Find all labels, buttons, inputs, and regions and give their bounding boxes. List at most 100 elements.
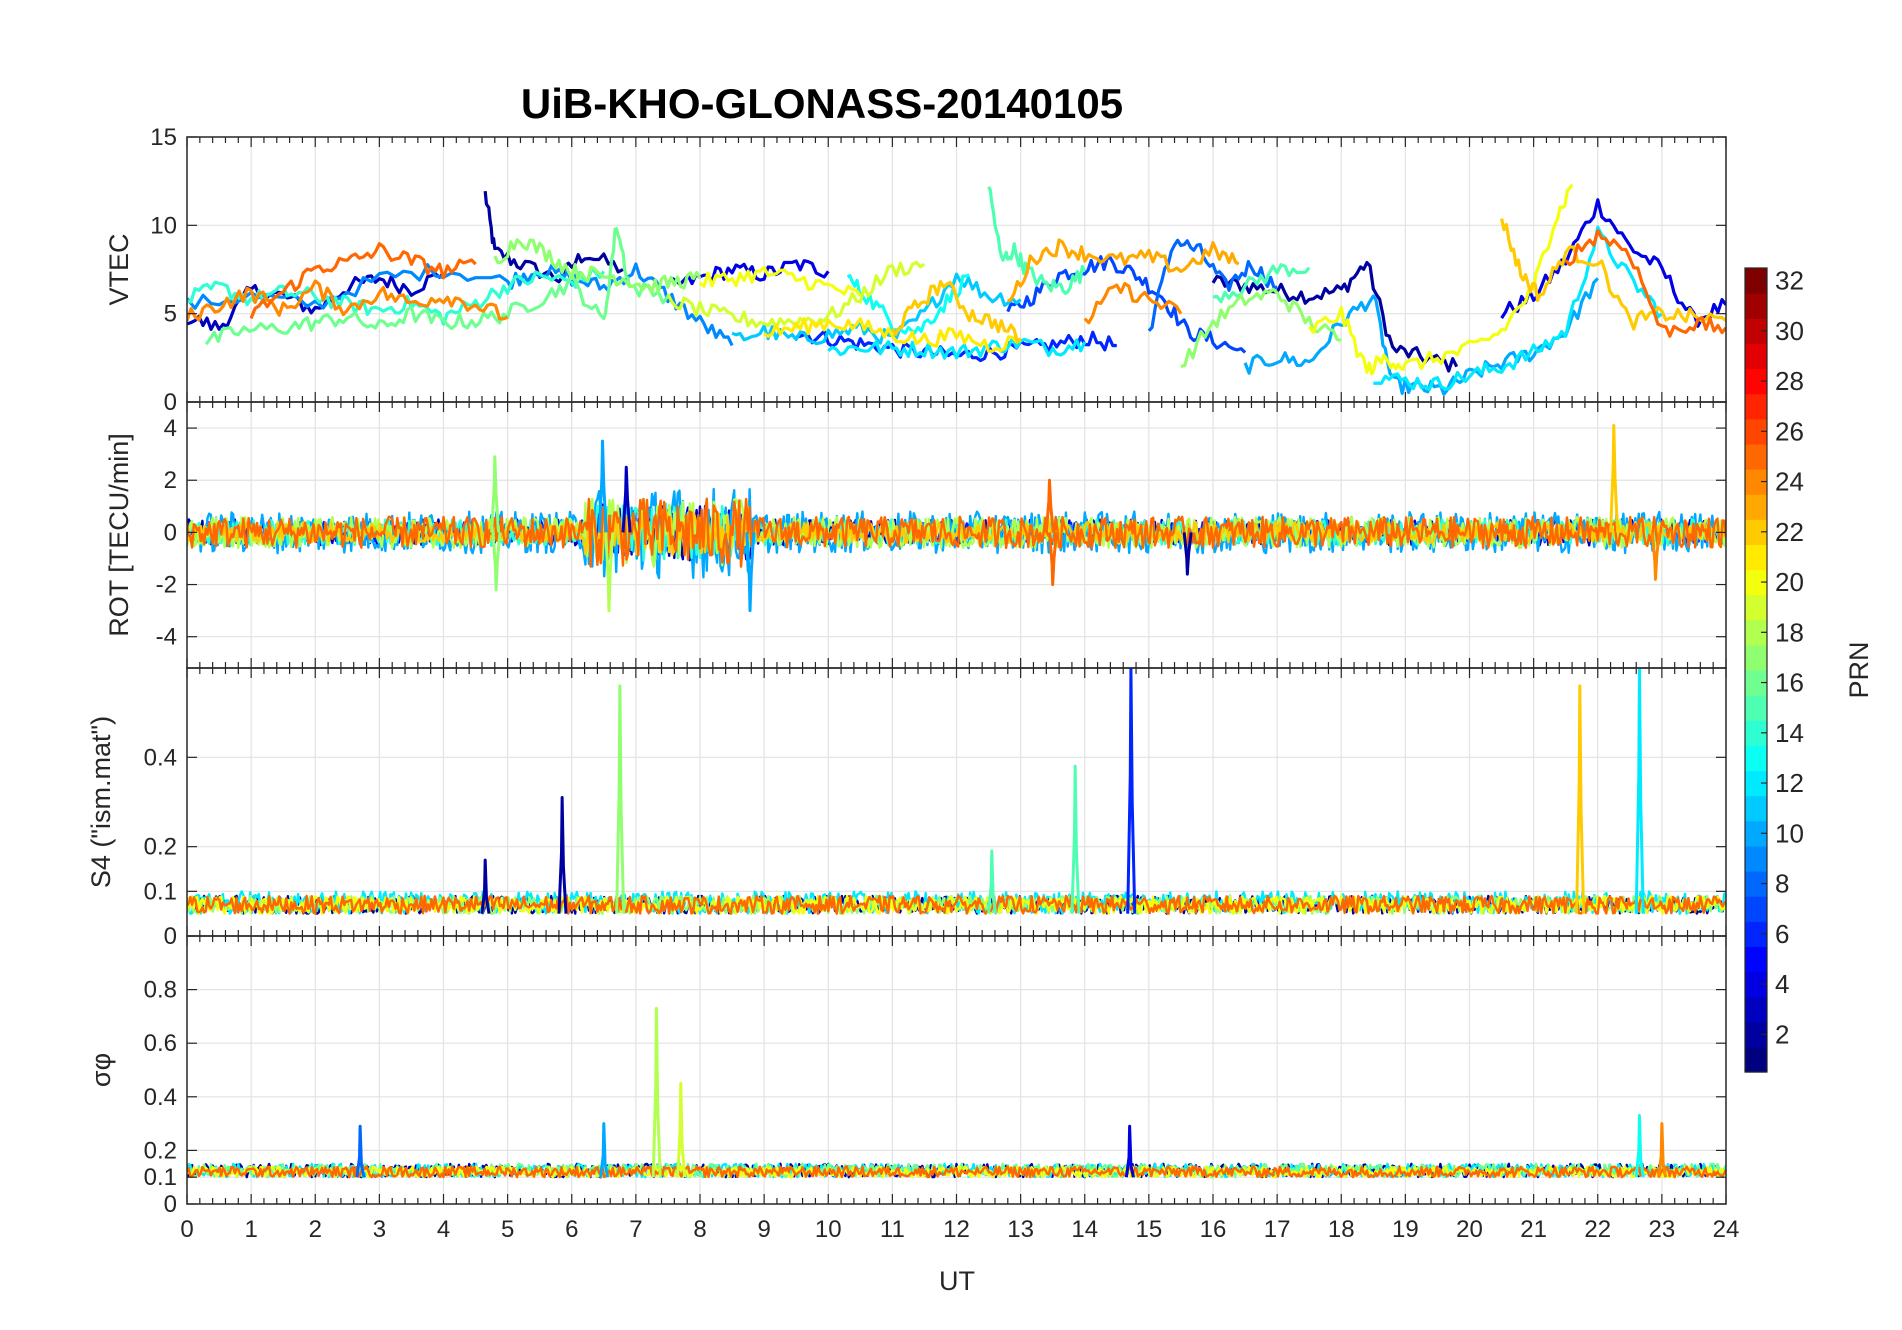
y-tick-label: 0.8 <box>144 977 177 1004</box>
x-tick-label: 5 <box>501 1216 514 1243</box>
panel-rot: -4 -2 0 2 4 ROT [TECU/min] <box>104 401 1727 669</box>
sigma-phi-spike-prn-10 <box>599 1122 610 1178</box>
y-tick-label: 0.1 <box>144 1164 177 1191</box>
colorbar-segment <box>1745 820 1767 847</box>
colorbar-tick-label: 8 <box>1775 869 1789 899</box>
colorbar-segment <box>1745 795 1767 822</box>
vtec-series-prn-19 <box>666 260 926 330</box>
colorbar-label: PRN <box>1844 641 1874 698</box>
vtec-series-prn-15 <box>1212 263 1311 304</box>
x-tick-label: 8 <box>693 1216 706 1243</box>
x-tick-label: 12 <box>943 1216 970 1243</box>
y-tick-label: 2 <box>164 467 177 494</box>
colorbar-segment <box>1745 519 1767 545</box>
colorbar-segment <box>1745 1046 1767 1073</box>
colorbar-segment <box>1745 318 1767 344</box>
colorbar-segment <box>1745 971 1767 998</box>
colorbar-segment <box>1745 670 1767 696</box>
rot-spike-prn-18 <box>604 532 615 613</box>
s4-series-prn-25 <box>187 894 1726 915</box>
s4-spike-prn-2 <box>480 858 491 914</box>
colorbar-segment <box>1745 443 1767 470</box>
x-tick-label: 22 <box>1584 1216 1611 1243</box>
colorbar-tick-label: 32 <box>1775 266 1804 296</box>
panel-data-sigma-phi <box>187 1006 1726 1179</box>
colorbar-tick-label: 14 <box>1775 718 1804 748</box>
colorbar-segment <box>1745 770 1767 797</box>
vtec-series-prn-23 <box>1006 238 1240 303</box>
colorbar-segment <box>1745 619 1767 646</box>
colorbar-segment <box>1745 845 1767 872</box>
rot-spike-prn-17 <box>491 532 502 592</box>
vtec-series-prn-25 <box>1564 229 1726 338</box>
y-axis-label-vtec: VTEC <box>104 233 134 305</box>
s4-spike-prn-12 <box>1634 668 1645 914</box>
y-tick-label: 0.4 <box>144 1084 177 1111</box>
panel-sigma-phi: 00.10.2 0.4 0.6 0.8 σφ <box>86 935 1727 1218</box>
rot-spike-prn-10 <box>745 532 756 613</box>
vtec-series-prn-12 <box>827 336 1087 360</box>
colorbar-segment <box>1745 343 1767 370</box>
x-tick-label: 20 <box>1456 1216 1483 1243</box>
y-tick-label: 10 <box>150 212 177 239</box>
sigma-phi-spike-prn-8 <box>355 1124 366 1178</box>
colorbar-tick-label: 30 <box>1775 316 1804 346</box>
x-tick-label: 4 <box>437 1216 450 1243</box>
colorbar-segment <box>1745 871 1767 897</box>
x-tick-label: 16 <box>1200 1216 1227 1243</box>
y-tick-label: 0 <box>164 519 177 546</box>
s4-spike-prn-2 <box>557 796 568 914</box>
x-tick-label: 3 <box>373 1216 386 1243</box>
colorbar-segment <box>1745 469 1767 495</box>
rot-spike-prn-22 <box>1609 423 1620 533</box>
colorbar-segment <box>1745 268 1767 294</box>
colorbar-tick-label: 24 <box>1775 467 1804 497</box>
panel-vtec: 0 5 10 15 VTEC <box>104 124 1727 416</box>
colorbar-tick-label: 22 <box>1775 517 1804 547</box>
colorbar-segment <box>1745 293 1767 319</box>
y-tick-label: 0 <box>164 1191 177 1218</box>
x-tick-label: 24 <box>1713 1216 1740 1243</box>
x-tick-label: 21 <box>1520 1216 1547 1243</box>
y-tick-label: -2 <box>156 572 177 599</box>
x-tick-label: 1 <box>244 1216 257 1243</box>
x-tick-label: 11 <box>880 1216 905 1243</box>
colorbar-tick-label: 18 <box>1775 617 1804 647</box>
y-tick-label: 0 <box>164 389 177 416</box>
panel-s4: 0 0.1 0.2 0.4 S4 ("ism.mat") <box>86 667 1727 950</box>
colorbar-segment <box>1745 644 1767 671</box>
vtec-series-prn-2 <box>1211 261 1459 373</box>
rot-series-prn-25 <box>187 497 1726 568</box>
sigma-phi-spike-prn-4 <box>1124 1124 1135 1178</box>
colorbar-segment <box>1745 393 1767 420</box>
vtec-series-prn-12 <box>1373 225 1663 392</box>
rot-spike-prn-17 <box>490 455 501 533</box>
vtec-series-prn-24 <box>187 279 509 322</box>
vtec-series-prn-7 <box>1006 255 1247 354</box>
sigma-phi-spike-prn-13 <box>1634 1114 1645 1178</box>
colorbar-tick-label: 4 <box>1775 969 1789 999</box>
vtec-series-prn-16 <box>204 227 670 346</box>
vtec-series-prn-20 <box>698 265 862 297</box>
x-tick-label: 14 <box>1071 1216 1098 1243</box>
colorbar-segment <box>1745 594 1767 621</box>
colorbar-segment <box>1745 996 1767 1023</box>
colorbar-segment <box>1745 1021 1767 1048</box>
colorbar-segment <box>1745 569 1767 596</box>
s4-spike-prn-17 <box>615 684 626 914</box>
vtec-series-prn-13 <box>846 273 970 335</box>
colorbar-segment <box>1745 418 1767 445</box>
colorbar-segment <box>1745 745 1767 772</box>
x-tick-label: 18 <box>1328 1216 1355 1243</box>
colorbar-tick-label: 16 <box>1775 668 1804 698</box>
colorbar-segment <box>1745 946 1767 973</box>
y-axis-label-s4: S4 ("ism.mat") <box>86 716 116 888</box>
y-tick-label: 0.4 <box>144 744 177 771</box>
colorbar-tick-label: 6 <box>1775 919 1789 949</box>
colorbar-segment <box>1745 720 1767 746</box>
colorbar-segment <box>1745 896 1767 922</box>
vtec-series-prn-21 <box>763 317 1022 353</box>
panel-data-s4 <box>187 668 1726 915</box>
